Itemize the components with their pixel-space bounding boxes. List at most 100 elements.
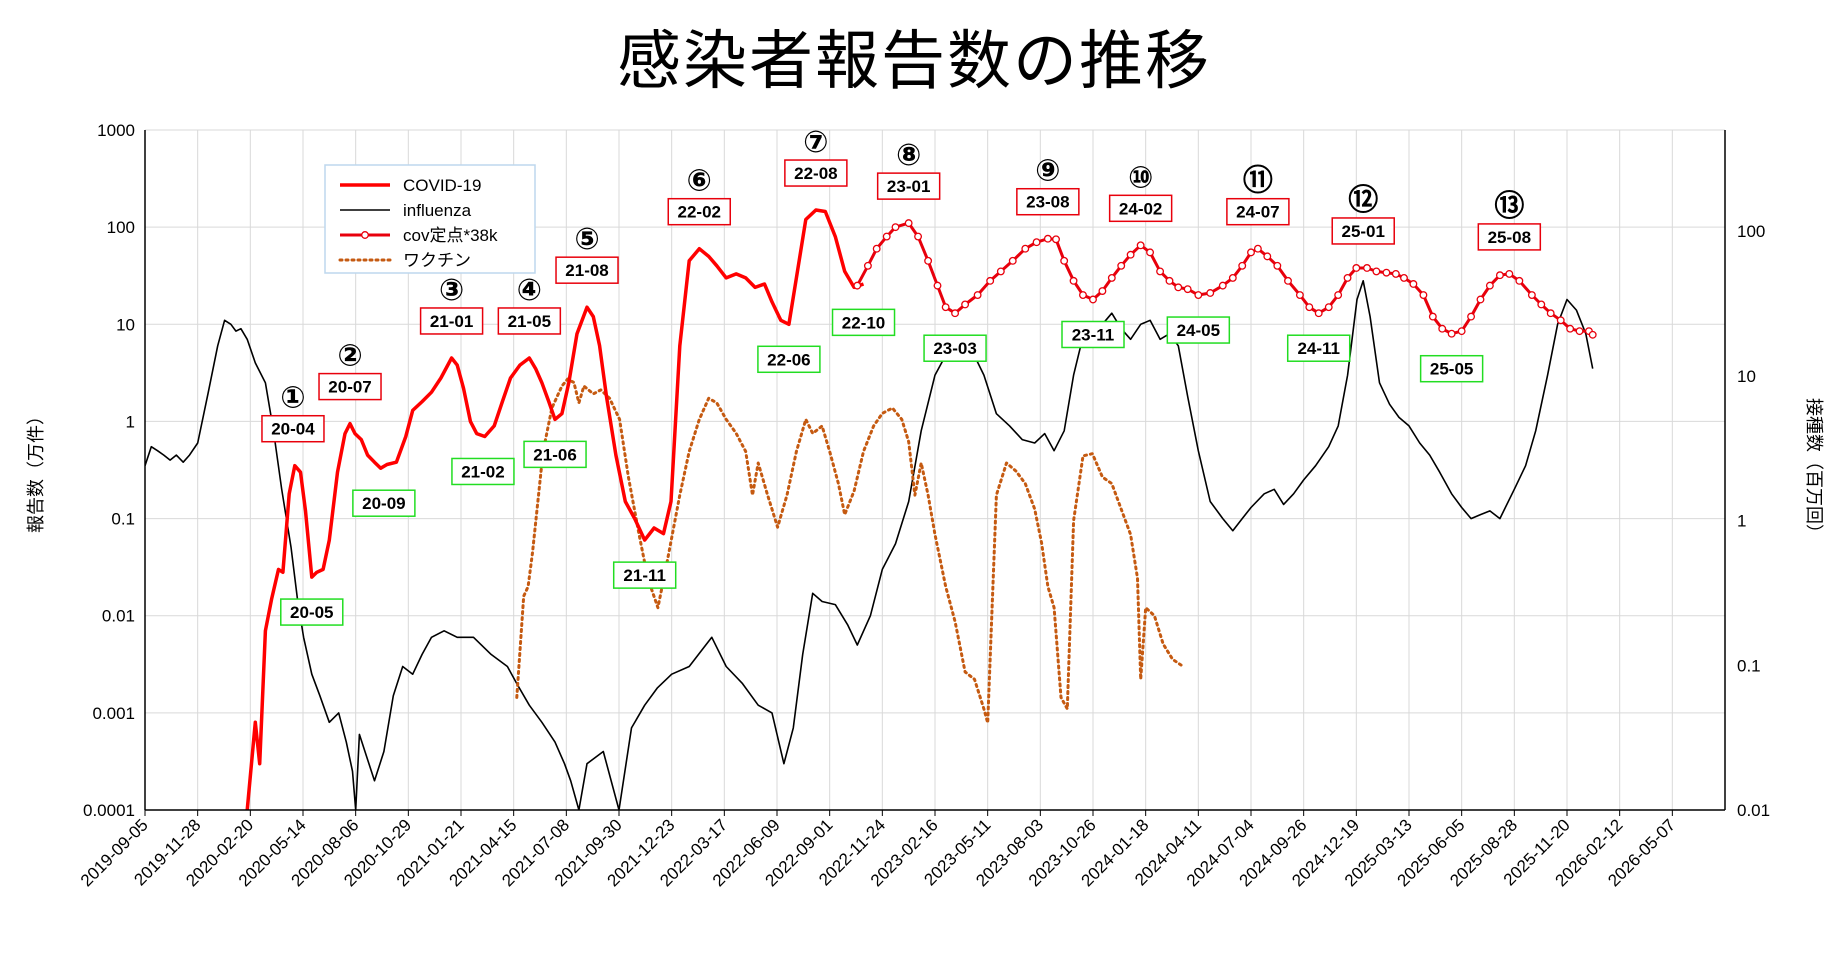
series-marker — [1457, 327, 1466, 336]
series-marker — [1447, 329, 1456, 338]
peak-label-box — [1061, 320, 1125, 349]
peak-label: 20-09 — [362, 494, 405, 513]
y-tick-label-left: 1 — [126, 412, 135, 431]
y-tick-label-right: 0.1 — [1737, 656, 1761, 675]
series-marker — [1238, 261, 1247, 270]
peak-label: 23-03 — [933, 339, 976, 358]
peak-label-box — [1016, 187, 1080, 216]
peak-label: 21-02 — [461, 462, 504, 481]
series-line-vaccine — [515, 377, 1183, 725]
series-marker — [1537, 300, 1546, 309]
series-line-influenza — [145, 280, 1594, 810]
peak-label: 22-10 — [842, 313, 885, 332]
peak-label-box — [1331, 217, 1395, 245]
y-axis-label-right: 接種数（百万回） — [1803, 398, 1824, 542]
series-marker — [1126, 250, 1135, 259]
series-marker — [1566, 324, 1575, 333]
series-marker — [1314, 309, 1323, 318]
peak-number: ② — [337, 339, 362, 374]
peak-label: 20-05 — [290, 603, 333, 622]
peak-label-box — [497, 307, 562, 335]
series-marker — [1194, 291, 1203, 299]
peak-label-box — [923, 334, 987, 362]
y-tick-label-right: 10 — [1737, 367, 1756, 386]
legend-label: COVID-19 — [403, 176, 481, 195]
series-line-cov-sentinel — [855, 221, 1594, 336]
peak-label-box — [1419, 354, 1484, 383]
peak-label-box — [523, 440, 587, 469]
peak-label: 21-05 — [508, 312, 551, 331]
y-tick-label-right: 0.01 — [1737, 801, 1770, 820]
series-marker — [1032, 238, 1041, 247]
legend-marker — [361, 231, 369, 239]
series-marker — [1008, 256, 1017, 265]
series-marker — [863, 261, 872, 270]
series-marker — [904, 219, 913, 228]
series-line-covid — [245, 208, 865, 810]
series-marker — [1515, 276, 1524, 285]
peak-label: 21-08 — [565, 261, 608, 280]
peak-label-box — [419, 307, 484, 335]
peak-label: 24-05 — [1177, 321, 1220, 340]
series-marker — [1043, 234, 1052, 243]
series-marker — [1382, 268, 1391, 277]
series-marker — [1467, 312, 1476, 321]
series-marker — [1400, 273, 1408, 282]
series-marker — [1206, 289, 1215, 297]
peak-label-box — [667, 197, 732, 226]
series-marker — [872, 244, 881, 253]
peak-label-box — [352, 489, 416, 517]
y-tick-label-right: 100 — [1737, 222, 1765, 241]
series-marker — [933, 281, 942, 290]
peak-label: 20-07 — [328, 378, 371, 397]
series-marker — [1363, 264, 1371, 272]
series-marker — [853, 281, 862, 290]
series-marker — [1343, 273, 1352, 282]
series-marker — [1089, 295, 1097, 304]
y-tick-label-left: 10 — [116, 315, 135, 334]
peak-label: 21-06 — [533, 445, 576, 464]
peak-label: 22-02 — [678, 203, 721, 222]
peak-number: ④ — [517, 273, 542, 308]
series-marker — [1409, 280, 1418, 288]
plot-series — [145, 208, 1597, 810]
series-marker — [1305, 303, 1314, 312]
series-marker — [1098, 287, 1107, 295]
series-marker — [1476, 295, 1485, 304]
y-tick-label-left: 1000 — [97, 121, 135, 140]
series-marker — [1556, 316, 1565, 325]
peak-label: 22-08 — [794, 164, 837, 183]
peak-label-box — [757, 345, 821, 374]
series-marker — [1117, 261, 1126, 270]
series-marker — [1284, 276, 1292, 285]
series-marker — [1527, 291, 1536, 299]
peak-label-box — [555, 256, 619, 284]
peak-label: 21-11 — [623, 566, 666, 585]
peak-number: ⑪ — [1243, 164, 1273, 199]
series-marker — [951, 309, 960, 318]
series-marker — [1352, 264, 1361, 272]
series-marker — [1052, 235, 1060, 244]
peak-number: ⑤ — [574, 222, 599, 257]
series-marker — [986, 276, 995, 285]
series-marker — [1228, 273, 1237, 282]
series-marker — [1156, 267, 1165, 276]
series-marker — [1247, 248, 1255, 257]
series-marker — [1428, 312, 1437, 321]
series-marker — [882, 232, 891, 241]
series-marker — [1218, 281, 1227, 290]
y-tick-label-left: 0.1 — [111, 510, 135, 529]
peak-label-box — [1108, 194, 1173, 223]
series-marker — [961, 300, 970, 309]
series-marker — [1324, 303, 1333, 312]
series-marker — [1372, 267, 1381, 276]
peak-label: 25-08 — [1488, 228, 1531, 247]
y-tick-label-left: 100 — [107, 218, 135, 237]
peak-label: 25-05 — [1430, 360, 1473, 379]
legend-label: ワクチン — [403, 251, 471, 270]
peak-number: ⑧ — [896, 138, 921, 173]
peak-number: ⑥ — [687, 164, 712, 199]
peak-label: 24-07 — [1236, 203, 1279, 222]
peak-label: 20-04 — [271, 420, 315, 439]
